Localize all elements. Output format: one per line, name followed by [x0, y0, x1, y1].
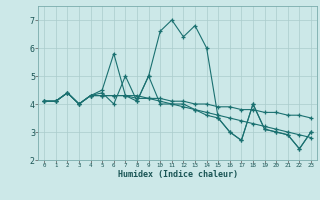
X-axis label: Humidex (Indice chaleur): Humidex (Indice chaleur) — [118, 170, 238, 179]
